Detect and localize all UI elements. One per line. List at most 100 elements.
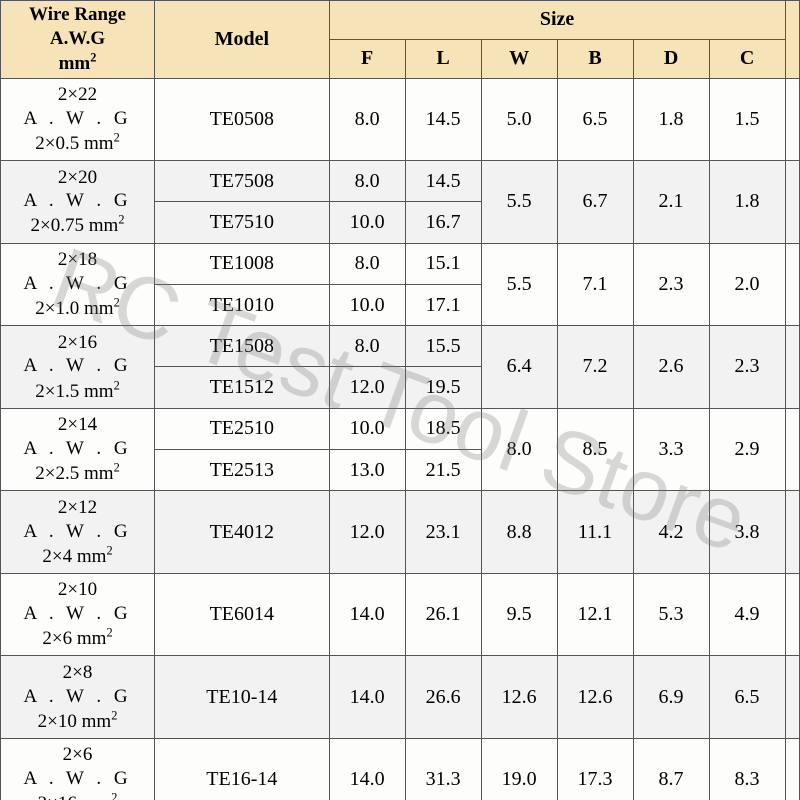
hdr-wire-range: Wire Range A.W.G mm2 (1, 1, 155, 79)
cell-L: 17.1 (405, 284, 481, 325)
hdr-L: L (405, 39, 481, 78)
wire-mm: 2×2.5 mm2 (35, 463, 119, 484)
cell-F: 10.0 (329, 284, 405, 325)
wire-range-cell: 2×16A . W . G2×1.5 mm2 (1, 326, 155, 409)
cell-C: 2.3 (709, 326, 785, 409)
hdr-B: B (557, 39, 633, 78)
hdr-D: D (633, 39, 709, 78)
hdr-size: Size (329, 1, 785, 40)
cell-L: 15.1 (405, 243, 481, 284)
cell-L: 21.5 (405, 450, 481, 491)
wire-awg: A . W . G (23, 438, 131, 459)
cell-C: 2.9 (709, 408, 785, 491)
wire-top: 2×18 (58, 249, 97, 270)
cell-extra (785, 738, 799, 800)
cell-W: 5.0 (481, 78, 557, 161)
table-row: 2×6A . W . G2×16 mm2TE16-1414.031.319.01… (1, 738, 800, 800)
wire-mm: 2×0.5 mm2 (35, 133, 119, 154)
cell-C: 1.5 (709, 78, 785, 161)
hdr-model: Model (155, 1, 330, 79)
model-cell: TE1008 (155, 243, 330, 284)
cell-L: 16.7 (405, 202, 481, 243)
table-body: 2×22A . W . G2×0.5 mm2TE05088.014.55.06.… (1, 78, 800, 800)
table-row: 2×16A . W . G2×1.5 mm2TE15088.015.56.47.… (1, 326, 800, 367)
cell-F: 12.0 (329, 367, 405, 408)
table-row: 2×12A . W . G2×4 mm2TE401212.023.18.811.… (1, 491, 800, 574)
cell-F: 14.0 (329, 656, 405, 739)
wire-mm: 2×4 mm2 (42, 546, 112, 567)
wire-range-cell: 2×6A . W . G2×16 mm2 (1, 738, 155, 800)
cell-D: 4.2 (633, 491, 709, 574)
cell-extra (785, 573, 799, 656)
cell-F: 8.0 (329, 326, 405, 367)
cell-B: 8.5 (557, 408, 633, 491)
wire-mm: 2×1.0 mm2 (35, 298, 119, 319)
wire-awg: A . W . G (23, 521, 131, 542)
cell-D: 5.3 (633, 573, 709, 656)
model-cell: TE0508 (155, 78, 330, 161)
cell-F: 12.0 (329, 491, 405, 574)
wire-mm: 2×6 mm2 (42, 628, 112, 649)
wire-awg: A . W . G (23, 273, 131, 294)
table-header: Wire Range A.W.G mm2 Model Size F L W B … (1, 1, 800, 79)
cell-L: 18.5 (405, 408, 481, 449)
wire-mm: 2×10 mm2 (38, 711, 118, 732)
hdr-wire-range-l2: A.W.G (50, 28, 105, 49)
cell-L: 15.5 (405, 326, 481, 367)
cell-B: 11.1 (557, 491, 633, 574)
wire-top: 2×22 (58, 84, 97, 105)
wire-top: 2×14 (58, 414, 97, 435)
cell-F: 14.0 (329, 738, 405, 800)
wire-top: 2×6 (63, 744, 93, 765)
cell-B: 6.5 (557, 78, 633, 161)
cell-F: 8.0 (329, 161, 405, 202)
cell-W: 8.8 (481, 491, 557, 574)
model-cell: TE4012 (155, 491, 330, 574)
cell-B: 7.1 (557, 243, 633, 326)
table-row: 2×18A . W . G2×1.0 mm2TE10088.015.15.57.… (1, 243, 800, 284)
wire-awg: A . W . G (23, 190, 131, 211)
cell-extra (785, 78, 799, 161)
wire-awg: A . W . G (23, 603, 131, 624)
cell-D: 1.8 (633, 78, 709, 161)
hdr-extra (785, 1, 799, 79)
model-cell: TE1508 (155, 326, 330, 367)
cell-F: 14.0 (329, 573, 405, 656)
cell-extra (785, 326, 799, 409)
cell-W: 5.5 (481, 161, 557, 244)
wire-range-cell: 2×14 A . W . G 2×2.5 mm2 (1, 408, 155, 491)
wire-top: 2×16 (58, 332, 97, 353)
wire-top: 2×20 (58, 167, 97, 188)
cell-C: 4.9 (709, 573, 785, 656)
wire-range-cell: 2×12A . W . G2×4 mm2 (1, 491, 155, 574)
table-row: 2×22A . W . G2×0.5 mm2TE05088.014.55.06.… (1, 78, 800, 161)
hdr-F: F (329, 39, 405, 78)
cell-W: 12.6 (481, 656, 557, 739)
wire-top: 2×8 (63, 662, 93, 683)
cell-C: 1.8 (709, 161, 785, 244)
wire-mm: 2×0.75 mm2 (31, 215, 125, 236)
cell-L: 31.3 (405, 738, 481, 800)
model-cell: TE1010 (155, 284, 330, 325)
cell-D: 2.3 (633, 243, 709, 326)
wire-awg: A . W . G (23, 686, 131, 707)
cell-B: 6.7 (557, 161, 633, 244)
cell-F: 8.0 (329, 78, 405, 161)
cell-D: 2.1 (633, 161, 709, 244)
model-cell: TE10-14 (155, 656, 330, 739)
cell-W: 6.4 (481, 326, 557, 409)
cell-C: 2.0 (709, 243, 785, 326)
table-row: 2×14A . W . G2×2.5 mm2TE251010.018.58.08… (1, 408, 800, 449)
cell-B: 17.3 (557, 738, 633, 800)
cell-D: 2.6 (633, 326, 709, 409)
cell-L: 23.1 (405, 491, 481, 574)
cell-B: 12.1 (557, 573, 633, 656)
cell-B: 12.6 (557, 656, 633, 739)
wire-awg: A . W . G (23, 355, 131, 376)
wire-awg: A . W . G (23, 108, 131, 129)
cell-C: 3.8 (709, 491, 785, 574)
cell-W: 5.5 (481, 243, 557, 326)
wire-mm: 2×16 mm2 (38, 793, 118, 800)
cell-F: 13.0 (329, 450, 405, 491)
cell-B: 7.2 (557, 326, 633, 409)
